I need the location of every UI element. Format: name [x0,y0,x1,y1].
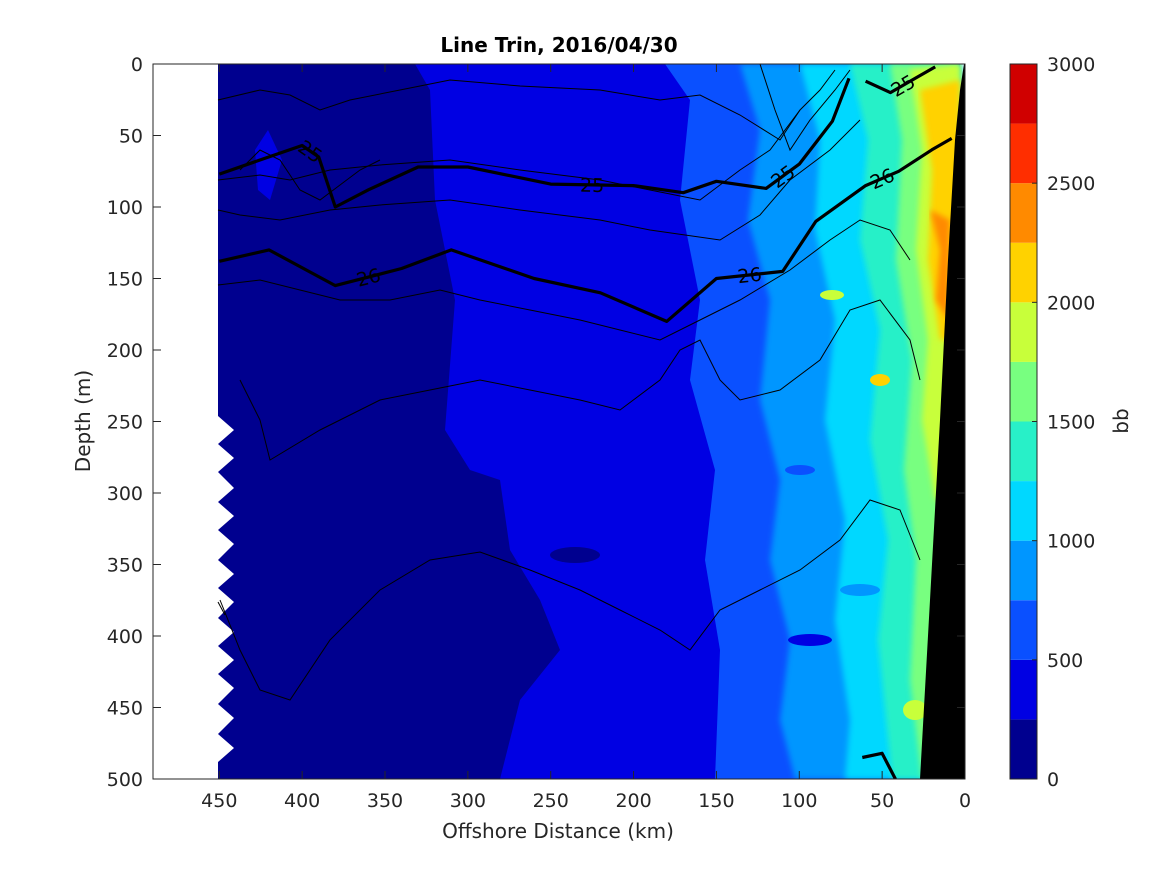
colorbar-tick-label: 0 [1047,769,1059,791]
colorbar-swatch [1010,123,1037,184]
colorbar-swatch [1010,64,1037,124]
y-tick-label: 300 [107,483,143,505]
colorbar-tick-label: 3000 [1047,54,1095,76]
colorbar-tick-label: 2500 [1047,173,1095,195]
thin-contour-line [217,601,226,616]
field-band-2250-2500 [930,210,950,320]
bathymetry-shelf [920,64,965,779]
x-tick-label: 50 [870,790,894,812]
x-tick-label: 100 [781,790,817,812]
x-tick-label: 0 [959,790,971,812]
field-patch [785,465,815,475]
colorbar-tick-label: 1500 [1047,412,1095,434]
field-patch [820,290,844,300]
y-tick-label: 150 [107,269,143,291]
colorbar-swatch [1010,183,1037,243]
x-tick-label: 200 [615,790,651,812]
y-tick-label: 500 [107,769,143,791]
x-tick-label: 300 [450,790,486,812]
field-patch [650,702,710,718]
colorbar: 0 500 1000 1500 2000 2500 3000 [1009,54,1095,791]
colorbar-swatch [1010,719,1037,779]
thin-contour-line [219,499,921,701]
y-tick-label: 450 [107,698,143,720]
colorbar-swatch [1010,302,1037,362]
field-patch [550,547,600,563]
colorbar-swatch [1010,540,1037,601]
y-tick-label: 200 [107,340,143,362]
isopycnal-line [864,65,936,95]
x-axis-label: Offshore Distance (km) [442,819,674,843]
isopycnal-line [218,77,851,209]
thin-contours [217,64,921,701]
colorbar-swatch [1010,481,1037,541]
colorbar-swatch [1010,242,1037,303]
field-patch [903,700,927,720]
thin-contour-line [217,109,801,201]
x-tick-label: 450 [201,790,237,812]
field-patch [595,631,665,649]
y-tick-label: 350 [107,555,143,577]
x-tick-label: 250 [533,790,569,812]
thin-contour-line [217,219,911,341]
colorbar-swatch [1010,421,1037,482]
thin-contour-line [217,119,861,241]
field-patch [788,634,832,646]
colorbar-swatch [1010,361,1037,422]
colorbar-swatch [1010,659,1037,720]
isopycnal-label: 25 [580,175,605,197]
field-patch [870,374,890,386]
x-tick-label: 350 [367,790,403,812]
isopycnal-line [218,137,953,323]
y-tick-label: 250 [107,412,143,434]
chart-title: Line Trin, 2016/04/30 [440,33,677,57]
x-tick-label: 400 [284,790,320,812]
x-tick-label: 150 [698,790,734,812]
thin-contour-line [217,69,836,141]
field-patch-250-500 [255,130,282,200]
colorbar-tick-label: 500 [1047,650,1083,672]
field-patch [840,584,880,596]
y-tick-label: 50 [119,126,143,148]
y-axis-label: Depth (m) [71,370,95,472]
colorbar-tick-label: 1000 [1047,531,1095,553]
isopycnal-label: 26 [736,264,762,288]
y-tick-label: 100 [107,197,143,219]
colorbar-tick-label: 2000 [1047,292,1095,314]
thin-contour-line [759,64,851,152]
isopycnal-line [861,751,897,779]
colorbar-label: bb [1109,408,1133,433]
colorbar-swatch [1010,600,1037,660]
y-tick-label: 400 [107,626,143,648]
thin-contour-line [239,149,381,201]
y-tick-label: 0 [131,54,143,76]
x-axis: 450 400 350 300 250 200 150 100 50 0 [201,64,971,812]
y-axis: 0 50 100 150 200 250 300 350 400 450 500 [107,54,965,791]
thin-contour-line [239,299,921,461]
